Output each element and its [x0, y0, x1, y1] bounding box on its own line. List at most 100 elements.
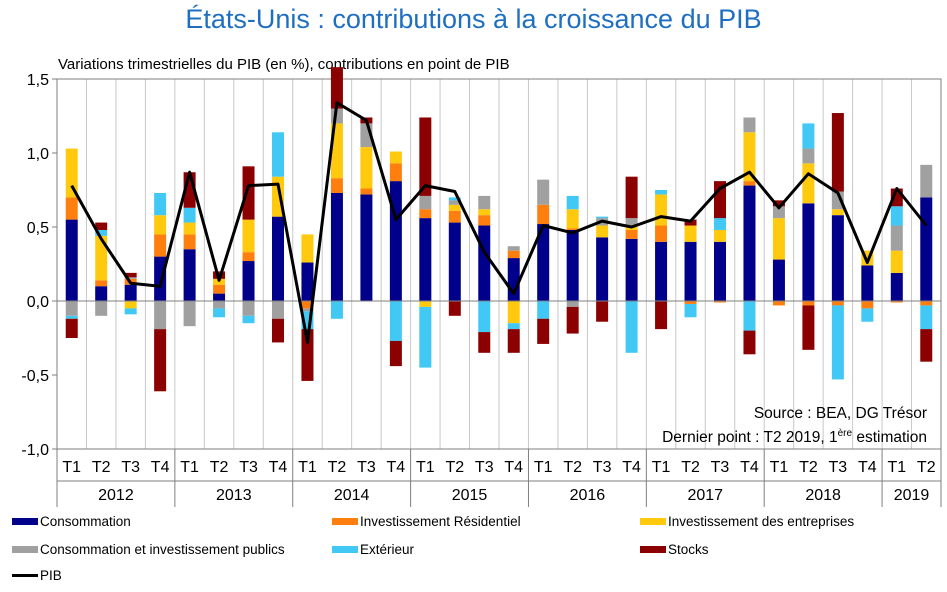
bar-consommation — [242, 261, 255, 301]
bar-stocks — [478, 332, 491, 353]
bar-investissement-des-entreprises — [448, 204, 461, 211]
bar-exterieur — [596, 216, 609, 219]
bar-investissement-residentiel — [714, 301, 726, 303]
bar-stocks — [772, 200, 785, 207]
x-year-label: 2013 — [216, 487, 252, 504]
bar-investissement-des-entreprises — [360, 147, 373, 189]
bar-stocks — [272, 318, 284, 343]
bar-investissement-des-entreprises — [389, 151, 402, 164]
bar-investissement-residentiel — [301, 301, 314, 309]
bar-consommation — [154, 256, 167, 301]
bar-investissement-residentiel — [890, 301, 903, 303]
bar-exterieur — [861, 308, 874, 322]
bar-investissement-residentiel — [507, 250, 520, 259]
bar-stocks — [419, 117, 432, 196]
bar-consommation-et-investissement-publics — [743, 117, 756, 133]
x-tick-label: T1 — [416, 459, 435, 476]
bar-investissement-des-entreprises — [124, 301, 137, 309]
chart-subtitle: Variations trimestrielles du PIB (en %),… — [58, 56, 510, 73]
bar-investissement-residentiel — [448, 210, 461, 223]
bar-investissement-residentiel — [65, 197, 78, 220]
gridlines — [56, 78, 942, 450]
x-tick-label: T4 — [151, 459, 170, 476]
bar-investissement-des-entreprises — [684, 225, 697, 242]
x-year-label: 2019 — [894, 487, 930, 504]
bar-consommation-et-investissement-publics — [272, 301, 284, 319]
y-axis: 1,5 1,0 0,5 0,0 -0,5 -1,0 — [21, 72, 57, 459]
chart-title: États-Unis : contributions à la croissan… — [185, 4, 762, 34]
bar-exterieur — [389, 301, 402, 341]
bar-exterieur — [566, 195, 579, 210]
bar-stocks — [448, 301, 461, 316]
x-tick-label: T2 — [328, 459, 347, 476]
bar-investissement-residentiel — [389, 163, 402, 182]
bar-exterieur — [537, 301, 550, 319]
bar-investissement-des-entreprises — [890, 250, 903, 273]
bar-consommation-et-investissement-publics — [448, 200, 461, 205]
bar-consommation-et-investissement-publics — [507, 246, 520, 251]
x-year-label: 2018 — [805, 487, 841, 504]
bar-consommation-et-investissement-publics — [124, 277, 137, 279]
x-year-label: 2012 — [98, 487, 134, 504]
bar-exterieur — [625, 301, 638, 353]
bar-investissement-residentiel — [625, 229, 638, 239]
bar-exterieur — [95, 229, 108, 236]
bar-consommation — [655, 241, 668, 301]
x-year-label: 2017 — [687, 487, 723, 504]
bar-stocks — [124, 272, 137, 278]
bar-consommation-et-investissement-publics — [625, 218, 638, 227]
bar-investissement-des-entreprises — [242, 219, 255, 253]
bar-investissement-des-entreprises — [301, 234, 314, 263]
bar-exterieur — [213, 308, 226, 318]
x-tick-label: T1 — [62, 459, 81, 476]
bar-consommation-et-investissement-publics — [537, 179, 550, 205]
bar-consommation-et-investissement-publics — [890, 225, 903, 251]
bar-stocks — [65, 318, 78, 338]
x-tick-label: T1 — [298, 459, 317, 476]
x-tick-label: T1 — [534, 459, 553, 476]
bar-investissement-des-entreprises — [154, 215, 167, 235]
bar-consommation-et-investissement-publics — [154, 301, 167, 330]
y-tick-label: 1,5 — [27, 72, 49, 89]
bar-exterieur — [419, 306, 432, 368]
x-tick-label: T4 — [269, 459, 288, 476]
bar-consommation-et-investissement-publics — [419, 195, 432, 210]
bar-investissement-residentiel — [831, 301, 844, 306]
bar-consommation-et-investissement-publics — [242, 301, 255, 316]
bar-exterieur — [714, 218, 726, 230]
x-tick-label: T2 — [445, 459, 464, 476]
bar-investissement-des-entreprises — [831, 209, 844, 216]
bar-investissement-residentiel — [772, 301, 785, 306]
bar-exterieur — [183, 207, 196, 223]
x-tick-label: T3 — [121, 459, 140, 476]
bar-consommation — [65, 219, 78, 301]
bar-investissement-des-entreprises — [743, 132, 756, 182]
bar-investissement-residentiel — [861, 301, 874, 309]
bar-consommation-et-investissement-publics — [301, 308, 314, 312]
bar-stocks — [537, 318, 550, 344]
last-point-suffix: estimation — [852, 429, 927, 447]
bar-exterieur — [272, 132, 284, 177]
x-tick-label: T1 — [887, 459, 906, 476]
bar-consommation — [330, 192, 343, 301]
bar-investissement-des-entreprises — [478, 209, 491, 216]
x-tick-label: T1 — [770, 459, 789, 476]
bar-consommation — [213, 293, 226, 301]
last-point-prefix: Dernier point : T2 2019, 1 — [662, 429, 838, 447]
bar-investissement-residentiel — [920, 301, 933, 306]
bar-stocks — [242, 166, 255, 220]
bar-investissement-residentiel — [95, 280, 108, 287]
bar-consommation — [566, 229, 579, 301]
bar-consommation — [360, 194, 373, 301]
bar-consommation — [419, 218, 432, 301]
bar-consommation — [684, 241, 697, 301]
bar-exterieur — [655, 190, 668, 195]
bar-stocks — [566, 306, 579, 334]
bar-investissement-residentiel — [802, 301, 815, 306]
bar-exterieur — [743, 301, 756, 331]
bar-stocks — [655, 301, 668, 330]
bar-stocks — [95, 222, 108, 230]
bar-exterieur — [831, 305, 844, 380]
source-line: Source : BEA, DG Trésor — [753, 405, 927, 422]
